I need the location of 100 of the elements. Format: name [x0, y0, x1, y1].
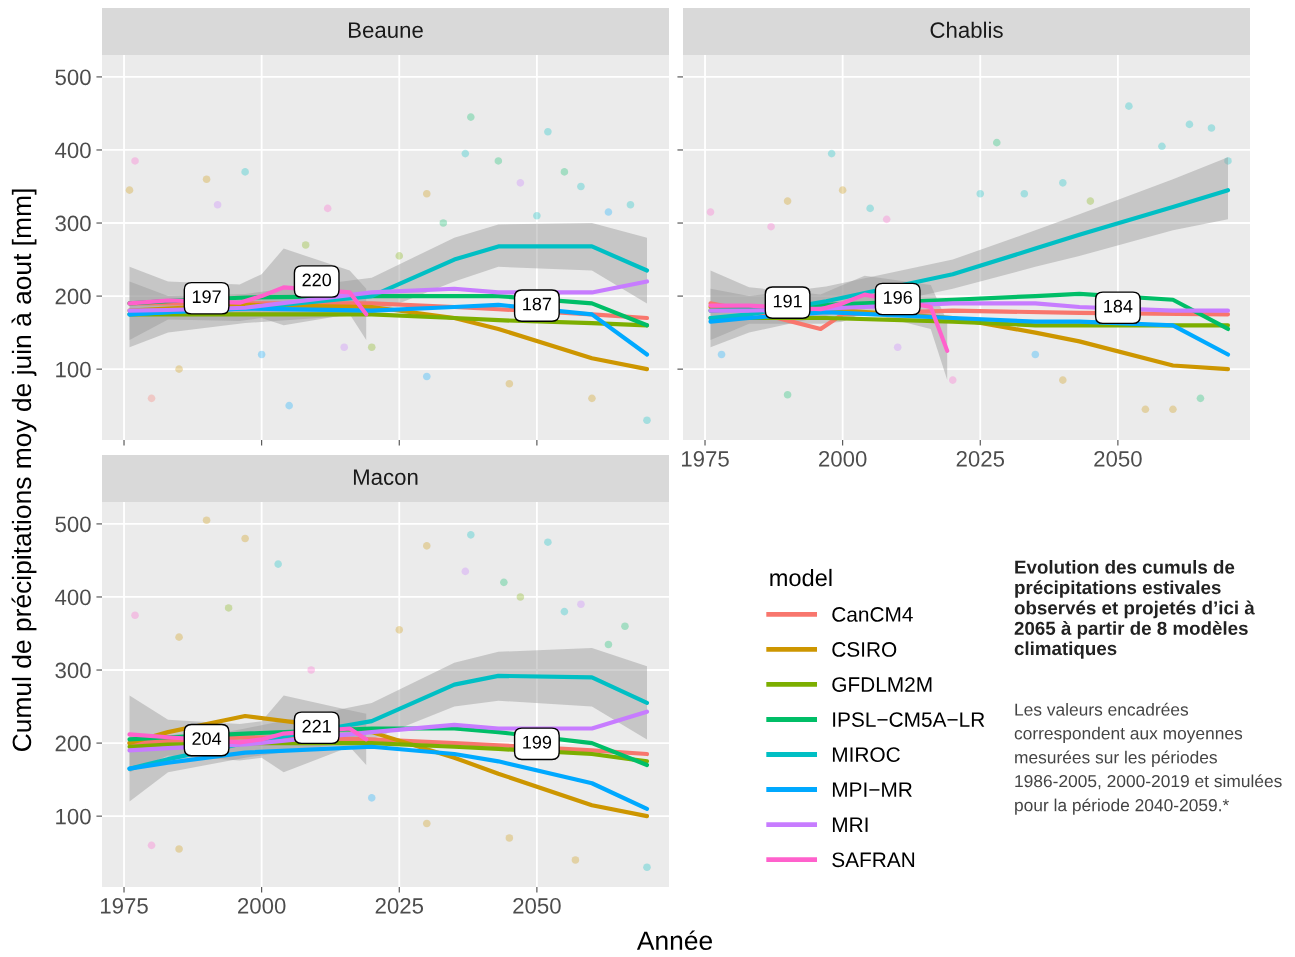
point	[422, 190, 431, 198]
point	[367, 343, 376, 352]
legend-label: SAFRAN	[832, 852, 915, 868]
legend-label: MRI	[832, 817, 868, 832]
annotation: 220	[302, 273, 332, 287]
text: Evolution des cumuls de précipitations estivales observés et projetés d’ici à 2065 à partir de 8 modèles climatiques	[1014, 560, 1255, 659]
annotation: 221	[302, 719, 331, 733]
annotation: 196	[884, 291, 912, 304]
legend-label: GFDLM2M	[832, 677, 932, 692]
point	[500, 578, 508, 587]
point	[544, 127, 552, 136]
legend-label: CanCM4	[832, 607, 913, 622]
point	[175, 845, 183, 853]
legend-title: model	[770, 568, 832, 587]
point	[533, 211, 541, 220]
point	[175, 633, 183, 641]
point	[467, 113, 475, 121]
x-tick-label: 1975	[101, 898, 148, 914]
point	[422, 542, 431, 550]
point	[1059, 179, 1067, 187]
point	[241, 168, 249, 176]
point	[717, 350, 726, 359]
annotation: 204	[192, 732, 222, 746]
x-tick-label: 1975	[682, 451, 729, 467]
chart-title: Chablis	[930, 21, 1003, 38]
chart-title: Macon	[353, 469, 418, 485]
point	[395, 252, 404, 260]
y-tick-label: 100	[56, 361, 91, 378]
point	[213, 200, 222, 209]
point	[948, 376, 957, 384]
point	[1169, 405, 1177, 414]
point	[643, 863, 651, 872]
point	[125, 186, 134, 194]
point	[992, 138, 1001, 147]
point	[1020, 190, 1029, 198]
point	[202, 516, 211, 525]
point	[767, 222, 775, 231]
point	[367, 794, 376, 802]
point	[1141, 405, 1150, 414]
annotation: 197	[192, 290, 221, 304]
point	[274, 560, 282, 568]
point	[147, 394, 156, 403]
y-tick-label: 200	[55, 288, 91, 305]
point	[175, 365, 183, 373]
point	[1031, 350, 1040, 359]
point	[505, 379, 514, 388]
point	[1086, 197, 1095, 205]
point	[827, 149, 836, 158]
point	[783, 197, 792, 205]
point	[976, 190, 985, 198]
point	[505, 834, 514, 842]
chart-title: Beaune	[349, 22, 423, 38]
point	[307, 666, 315, 674]
point	[147, 841, 156, 850]
x-tick-label: 2025	[375, 898, 424, 914]
point	[560, 168, 569, 176]
point	[323, 204, 332, 213]
point	[783, 390, 792, 399]
point	[1207, 124, 1216, 132]
point	[439, 219, 448, 227]
point	[838, 186, 847, 194]
y-tick-label: 300	[55, 662, 91, 679]
y-tick-label: 300	[55, 215, 91, 232]
legend-label: CSIRO	[832, 642, 897, 657]
point	[467, 531, 475, 539]
point	[621, 622, 629, 630]
point	[224, 604, 233, 612]
annotation: 199	[523, 735, 552, 749]
point	[1059, 376, 1067, 384]
point	[577, 600, 585, 609]
point	[577, 182, 585, 191]
y-tick-label: 500	[55, 516, 91, 533]
point	[241, 534, 249, 543]
y-tick-label: 200	[55, 735, 91, 752]
point	[461, 149, 470, 158]
point	[544, 538, 552, 546]
point	[560, 607, 569, 616]
point	[257, 350, 266, 359]
point	[285, 401, 293, 410]
annotation: 187	[523, 297, 552, 311]
point	[395, 626, 404, 634]
point	[340, 343, 349, 352]
text: Les valeurs encadrées correspondent aux moyennes mesurées sur les périodes 1986-2005, 2000-2019 et simulées pour la période 2040-2059.*	[1014, 702, 1282, 815]
point	[893, 343, 902, 352]
x-axis-title: Année	[636, 930, 712, 951]
y-tick-label: 100	[56, 808, 91, 825]
point	[131, 157, 139, 165]
point	[866, 204, 874, 213]
point	[1185, 120, 1194, 129]
point	[706, 208, 715, 216]
point	[516, 179, 525, 187]
annotation: 184	[1104, 299, 1133, 313]
point	[461, 567, 470, 576]
annotation: 191	[773, 294, 802, 308]
point	[516, 593, 525, 601]
legend-label: MIROC	[832, 747, 900, 762]
y-tick-label: 400	[55, 589, 91, 606]
point	[202, 175, 211, 183]
y-tick-label: 400	[55, 142, 91, 159]
point	[494, 157, 503, 165]
